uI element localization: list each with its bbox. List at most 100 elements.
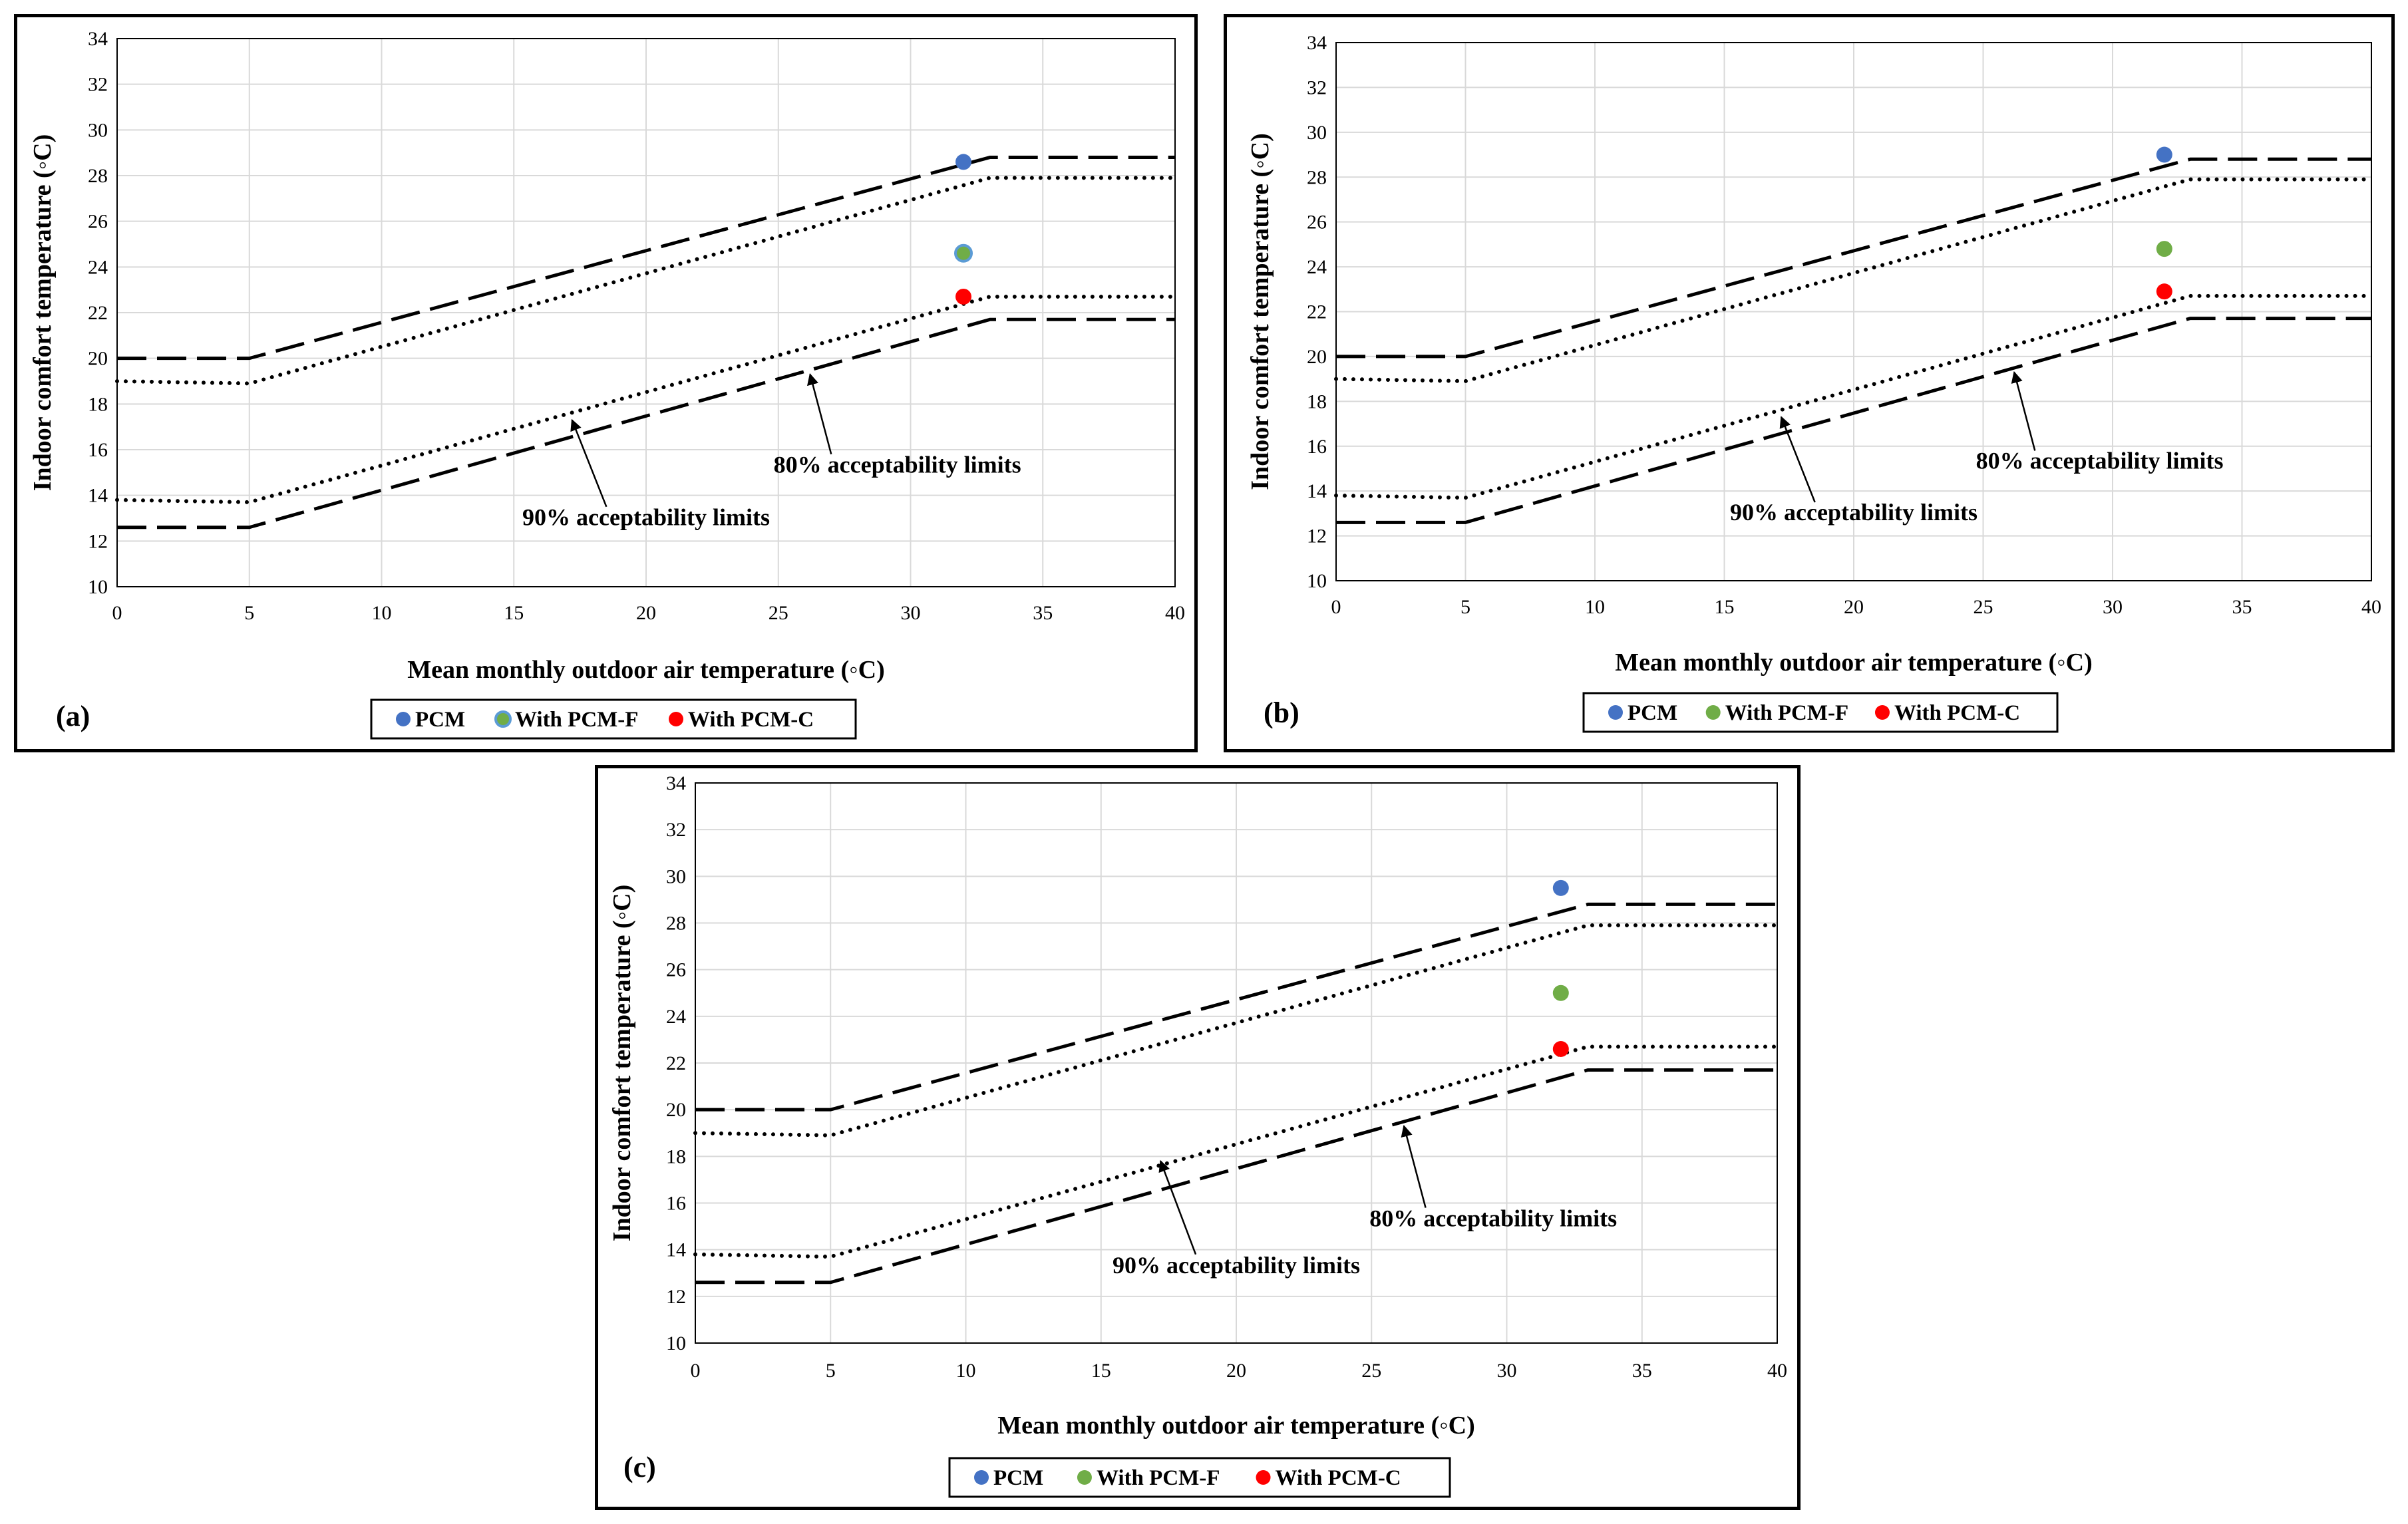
chart-a-legend-label-2: With PCM-C bbox=[688, 708, 814, 732]
chart-b-y-tick-label-5: 20 bbox=[1307, 346, 1327, 368]
chart-panel-b: 0 5 10 15 20 25 30 35 40 10 12 14 16 18 20 22 24 26 28 30 32… bbox=[1224, 14, 2395, 752]
chart-b-legend-marker-0 bbox=[1608, 705, 1623, 720]
chart-c-legend-box bbox=[948, 1457, 1451, 1498]
chart-b-x-tick-label-8: 40 bbox=[2361, 596, 2381, 618]
chart-b-y-tick-label-0: 10 bbox=[1307, 570, 1327, 592]
chart-b-panel-label: (b) bbox=[1264, 696, 1299, 729]
chart-a-x-tick-label-8: 40 bbox=[1165, 602, 1185, 624]
chart-a-legend-marker-2 bbox=[669, 712, 683, 726]
chart-panel-c: 0 5 10 15 20 25 30 35 40 10 12 14 16 18 20 22 24 26 28 30 32… bbox=[595, 765, 1801, 1510]
chart-b-y-tick-label-1: 12 bbox=[1307, 526, 1327, 547]
chart-b-y-tick-label-12: 34 bbox=[1307, 32, 1327, 54]
chart-a-data-point-1 bbox=[954, 243, 973, 263]
chart-c-y-tick-label-7: 24 bbox=[666, 1006, 686, 1028]
chart-a-y-tick-label-8: 26 bbox=[88, 211, 108, 233]
chart-b-x-tick-label-5: 25 bbox=[1974, 596, 1993, 618]
chart-c-x-tick-label-4: 20 bbox=[1226, 1360, 1246, 1382]
chart-b-x-axis-title: Mean monthly outdoor air temperature (◦C… bbox=[1615, 649, 2092, 677]
chart-c-y-tick-label-12: 34 bbox=[666, 772, 686, 794]
chart-c-annotation-arrow-0 bbox=[1401, 1125, 1427, 1208]
chart-svg-b: 0 5 10 15 20 25 30 35 40 10 12 14 16 18 20 22 24 26 28 30 32… bbox=[1246, 32, 2381, 733]
chart-b-plot-area-frame bbox=[1335, 42, 2372, 581]
chart-c-y-tick-label-11: 32 bbox=[666, 819, 686, 841]
chart-a-annotation-arrow-0 bbox=[807, 373, 832, 455]
chart-a-y-tick-label-0: 10 bbox=[88, 576, 108, 598]
chart-c-legend-marker-0 bbox=[974, 1470, 989, 1485]
chart-c-y-tick-label-8: 26 bbox=[666, 959, 686, 981]
chart-c-y-tick-label-6: 22 bbox=[666, 1052, 686, 1074]
chart-a-y-tick-label-4: 18 bbox=[88, 393, 108, 415]
chart-c-y-axis-title: Indoor comfort temperature (◦C) bbox=[608, 885, 636, 1242]
chart-b-legend-box bbox=[1582, 692, 2059, 733]
chart-a-x-tick-label-2: 10 bbox=[372, 602, 392, 624]
chart-c-limit-line-dotted-2 bbox=[693, 1044, 1779, 1259]
chart-b-legend-label-0: PCM bbox=[1628, 701, 1677, 725]
chart-b-data-point-0 bbox=[2156, 146, 2172, 163]
chart-c-limit-line-dashed-3 bbox=[695, 1068, 1777, 1285]
chart-a-y-tick-label-9: 28 bbox=[88, 165, 108, 187]
chart-c-limit-line-dashed-0 bbox=[695, 902, 1777, 1112]
chart-b-y-tick-label-11: 32 bbox=[1307, 76, 1327, 98]
chart-c-x-tick-label-3: 15 bbox=[1091, 1360, 1111, 1382]
chart-c-y-tick-label-9: 28 bbox=[666, 913, 686, 935]
chart-a-y-tick-label-7: 24 bbox=[88, 256, 108, 278]
chart-b-y-tick-label-3: 16 bbox=[1307, 436, 1327, 458]
chart-c-y-tick-label-1: 12 bbox=[666, 1286, 686, 1308]
chart-a-limit-line-dotted-2 bbox=[115, 294, 1177, 504]
chart-a-panel-label: (a) bbox=[56, 700, 90, 732]
chart-b-y-tick-label-2: 14 bbox=[1307, 480, 1327, 502]
chart-c-annotation-label-1: 90% acceptability limits bbox=[1113, 1252, 1360, 1279]
chart-c-legend-label-0: PCM bbox=[993, 1466, 1043, 1490]
chart-a-limit-line-dashed-3 bbox=[117, 317, 1175, 530]
chart-a-x-tick-label-4: 20 bbox=[636, 602, 656, 624]
chart-b-data-point-1 bbox=[2156, 241, 2172, 257]
chart-a-legend-marker-0 bbox=[396, 712, 411, 726]
chart-a-x-tick-label-7: 35 bbox=[1033, 602, 1053, 624]
chart-a-plot-area-frame bbox=[116, 38, 1176, 587]
chart-b-annotation-arrow-0 bbox=[2011, 371, 2036, 451]
chart-c-data-point-0 bbox=[1552, 879, 1569, 896]
chart-a-x-tick-label-6: 30 bbox=[901, 602, 921, 624]
chart-b-legend-marker-2 bbox=[1874, 705, 1890, 720]
chart-a-annotation-arrow-1 bbox=[570, 418, 607, 508]
chart-a-y-tick-label-3: 16 bbox=[88, 439, 108, 461]
chart-b-x-tick-label-1: 5 bbox=[1461, 596, 1470, 618]
chart-b-x-tick-label-0: 0 bbox=[1331, 596, 1341, 618]
chart-a-y-tick-label-10: 30 bbox=[88, 119, 108, 141]
chart-b-x-tick-label-7: 35 bbox=[2232, 596, 2252, 618]
chart-svg-a: 0 5 10 15 20 25 30 35 40 10 12 14 16 18 20 22 24 26 28 30 32… bbox=[29, 28, 1185, 740]
chart-c-x-tick-label-0: 0 bbox=[691, 1360, 701, 1382]
chart-c-panel-label: (c) bbox=[623, 1451, 656, 1483]
chart-a-y-tick-label-1: 12 bbox=[88, 530, 108, 552]
chart-a-x-axis-title: Mean monthly outdoor air temperature (◦C… bbox=[407, 656, 884, 684]
chart-a-legend-label-0: PCM bbox=[415, 708, 465, 732]
chart-b-limit-line-dashed-3 bbox=[1336, 317, 2371, 524]
chart-c-y-tick-label-5: 20 bbox=[666, 1099, 686, 1121]
chart-c-plot-area-frame bbox=[695, 782, 1778, 1344]
chart-b-y-axis-title: Indoor comfort temperature (◦C) bbox=[1246, 133, 1274, 490]
chart-a-x-tick-label-1: 5 bbox=[244, 602, 254, 624]
chart-b-y-tick-label-8: 26 bbox=[1307, 212, 1327, 233]
chart-c-legend-label-1: With PCM-F bbox=[1097, 1466, 1220, 1490]
chart-b-legend-label-2: With PCM-C bbox=[1894, 701, 2020, 725]
chart-a-legend-box bbox=[370, 698, 857, 740]
chart-a-y-tick-label-6: 22 bbox=[88, 302, 108, 324]
chart-b-x-tick-label-6: 30 bbox=[2103, 596, 2123, 618]
chart-a-x-tick-label-5: 25 bbox=[769, 602, 788, 624]
chart-b-limit-line-dashed-0 bbox=[1336, 157, 2371, 359]
chart-b-x-tick-label-4: 20 bbox=[1844, 596, 1864, 618]
chart-a-y-tick-label-11: 32 bbox=[88, 74, 108, 96]
chart-b-legend-label-1: With PCM-F bbox=[1725, 701, 1848, 725]
chart-c-y-tick-label-2: 14 bbox=[666, 1239, 686, 1261]
chart-svg-c: 0 5 10 15 20 25 30 35 40 10 12 14 16 18 20 22 24 26 28 30 32… bbox=[608, 772, 1787, 1498]
chart-a-y-axis-title: Indoor comfort temperature (◦C) bbox=[29, 134, 57, 492]
chart-b-y-tick-label-9: 28 bbox=[1307, 166, 1327, 188]
chart-a-limit-line-dotted-1 bbox=[115, 176, 1177, 386]
chart-c-legend-label-2: With PCM-C bbox=[1276, 1466, 1401, 1490]
chart-b-y-tick-label-10: 30 bbox=[1307, 122, 1327, 144]
chart-a-y-tick-label-5: 20 bbox=[88, 348, 108, 370]
chart-a-data-point-0 bbox=[955, 154, 971, 170]
chart-b-y-tick-label-6: 22 bbox=[1307, 301, 1327, 323]
chart-c-annotation-label-0: 80% acceptability limits bbox=[1369, 1205, 1617, 1232]
chart-panel-a: 0 5 10 15 20 25 30 35 40 10 12 14 16 18 20 22 24 26 28 30 32… bbox=[14, 14, 1198, 752]
